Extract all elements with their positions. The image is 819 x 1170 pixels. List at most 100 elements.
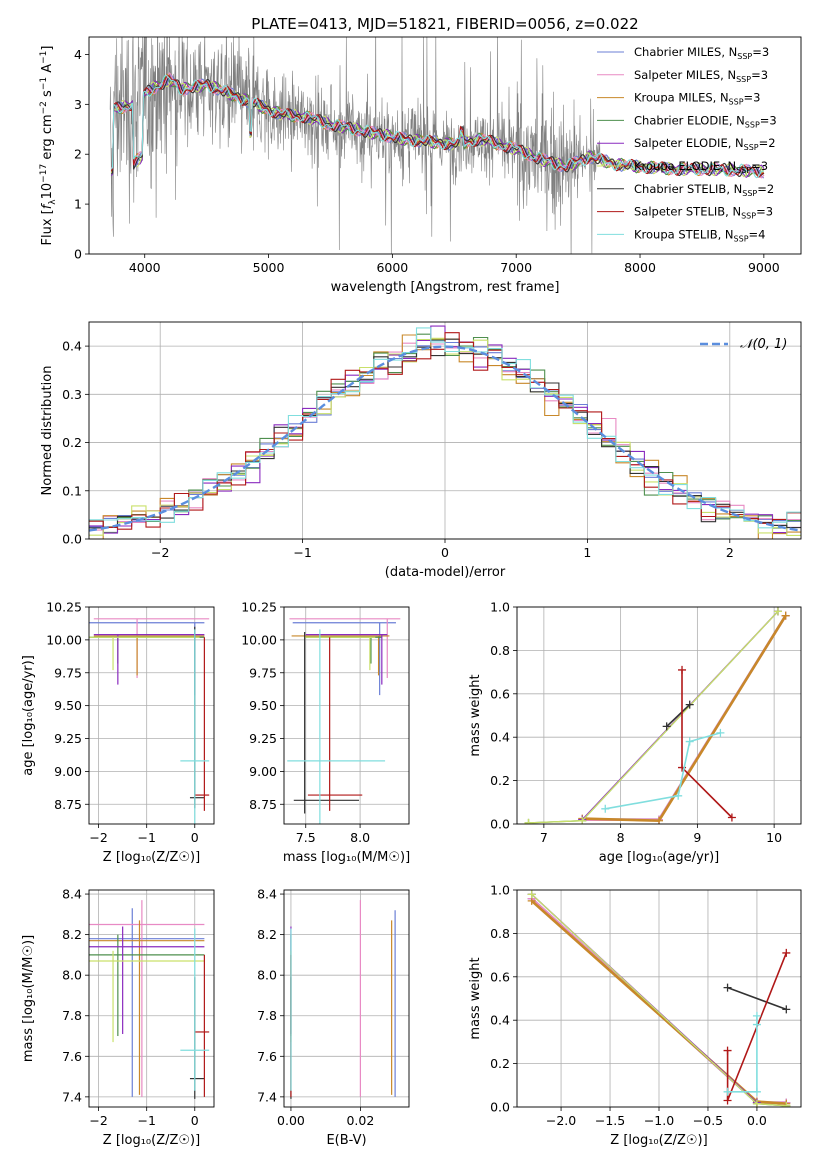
weight-marker <box>716 728 725 737</box>
weight-marker <box>782 1101 791 1107</box>
y-tick-label: 7.4 <box>257 1089 277 1104</box>
weight-series-line <box>727 1015 758 1093</box>
x-tick-label: 0 <box>441 545 449 560</box>
x-tick-label: 6000 <box>376 260 408 275</box>
axes-frame <box>88 889 215 1108</box>
y-tick-label: 10.00 <box>46 632 82 647</box>
axes-frame <box>283 606 410 825</box>
y-tick-label: 0.2 <box>62 435 82 450</box>
legend-label-count: =3 <box>751 68 768 82</box>
y-tick-label: 0.6 <box>490 686 510 701</box>
x-tick-label: −2 <box>89 830 107 845</box>
residual-histogram <box>89 332 801 530</box>
x-axis-label: mass [log₁₀(M/M☉)] <box>283 850 410 865</box>
weight-marker <box>723 1046 732 1055</box>
legend-label-subscript: SSP <box>741 212 756 221</box>
errorbar-point <box>307 637 363 811</box>
errorbar-point <box>89 934 205 1037</box>
x-tick-label: 9 <box>693 830 701 845</box>
y-label-part: ] <box>40 46 55 51</box>
legend-label-count: =3 <box>752 45 769 59</box>
legend-label-count: =2 <box>757 182 774 196</box>
legend-label-subscript: SSP <box>737 52 752 61</box>
errorbar-point <box>89 950 205 1043</box>
x-tick-label: 8.0 <box>350 830 370 845</box>
weight-series-line <box>582 615 787 823</box>
errorbar-point <box>93 635 205 676</box>
x-tick-label: −1 <box>293 545 311 560</box>
y-tick-label: 3 <box>74 97 82 112</box>
y-label-part: erg cm <box>40 114 55 163</box>
y-tick-label: 9.50 <box>249 698 277 713</box>
weight-series-line <box>582 615 787 821</box>
legend-label-subscript: SSP <box>742 189 757 198</box>
weight-marker <box>782 948 791 957</box>
legend-label-subscript: SSP <box>736 166 751 175</box>
weight-series-line <box>727 986 787 1011</box>
legend-label: Kroupa STELIB, NSSP=4 <box>634 227 765 243</box>
y-tick-label: 9.25 <box>54 731 82 746</box>
weight-marker <box>752 1020 761 1029</box>
residual-histogram <box>89 327 801 529</box>
chart-age_vs_Z: −2 −1 0 8.75 9.00 9.25 9.50 9.75 10.00 10.25 Z [lo… <box>21 600 215 865</box>
y-tick-label: 1.0 <box>490 883 510 898</box>
weight-series-line <box>605 732 721 810</box>
weight-marker <box>723 983 732 992</box>
weight-marker <box>527 890 536 899</box>
chart-spectrum: 4000 5000 6000 7000 8000 9000 0 1 2 3 4 wavelength … <box>39 36 802 295</box>
x-tick-label: −2 <box>151 545 169 560</box>
y-tick-label: 4 <box>74 47 82 62</box>
y-tick-label: 1 <box>74 197 82 212</box>
y-axis-label: mass [log₁₀(M/M☉)] <box>21 935 36 1062</box>
x-tick-label: −1 <box>137 1113 155 1128</box>
x-tick-label: 7 <box>540 830 548 845</box>
errorbar-point <box>89 920 205 1095</box>
y-axis-label: mass weight <box>468 674 483 756</box>
axes-frame <box>516 606 802 825</box>
plot-area <box>109 37 765 254</box>
weight-marker <box>727 813 736 822</box>
y-tick-label: 0.0 <box>490 817 510 832</box>
y-tick-label: 7.8 <box>257 1008 277 1023</box>
errorbar-point <box>89 900 205 1097</box>
y-label-part: λ <box>48 199 58 205</box>
weight-marker <box>655 816 663 824</box>
x-axis-label: Z [log₁₀(Z/Z☉)] <box>103 850 200 865</box>
weight-series-line <box>666 704 691 727</box>
x-tick-label: 8000 <box>624 260 656 275</box>
y-tick-label: 0.1 <box>62 483 82 498</box>
errorbar-point <box>287 629 386 824</box>
plot-area <box>287 618 401 824</box>
x-tick-label: 7000 <box>500 260 532 275</box>
axes-frame <box>88 606 215 825</box>
weight-marker <box>678 665 687 674</box>
errorbar-point <box>292 622 396 696</box>
errorbar-point <box>89 636 200 671</box>
y-label-part: −1 <box>39 51 49 64</box>
errorbar-point <box>189 626 205 809</box>
x-tick-label: −0.5 <box>693 1113 723 1128</box>
errorbar-point <box>194 954 210 1097</box>
x-tick-label: 4000 <box>129 260 161 275</box>
errorbar-point <box>89 926 205 1034</box>
weight-series-line <box>582 615 787 821</box>
y-label-part: Flux [ <box>40 209 55 245</box>
errorbar-point <box>189 977 205 1099</box>
y-label-part: f <box>40 202 55 209</box>
x-axis-label: wavelength [Angstrom, rest frame] <box>331 280 560 295</box>
y-tick-label: 7.6 <box>62 1049 82 1064</box>
y-tick-label: 0.4 <box>490 730 510 745</box>
y-tick-label: 0.3 <box>62 387 82 402</box>
legend-label-subscript: SSP <box>729 98 744 107</box>
errorbar-point <box>305 634 388 685</box>
weight-marker <box>773 607 782 616</box>
errorbar-point <box>304 636 376 671</box>
y-tick-label: 0.8 <box>490 643 510 658</box>
y-axis-label: Flux [fλ10−17 erg cm−2 s−1 A−1] <box>39 46 58 246</box>
chart-age_vs_mass: 7.5 8.0 8.75 9.00 9.25 9.50 9.75 10.00 10.25 mass… <box>241 600 410 866</box>
plot-area <box>524 607 790 824</box>
errorbar-point <box>180 629 210 824</box>
legend-label-text: Chabrier STELIB, N <box>634 182 742 196</box>
errorbar-point <box>291 635 390 676</box>
y-tick-label: 8.75 <box>54 797 82 812</box>
